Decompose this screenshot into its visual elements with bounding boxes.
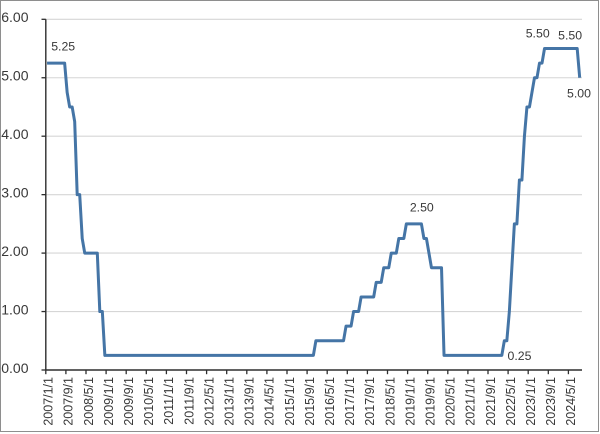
svg-text:2023/9/1: 2023/9/1 — [544, 377, 558, 426]
svg-text:6.00: 6.00 — [1, 9, 28, 25]
svg-text:2015/9/1: 2015/9/1 — [303, 377, 317, 426]
svg-text:5.50: 5.50 — [558, 29, 582, 43]
svg-text:2022/5/1: 2022/5/1 — [504, 377, 518, 426]
svg-text:2012/5/1: 2012/5/1 — [202, 377, 216, 426]
svg-text:2021/9/1: 2021/9/1 — [484, 377, 498, 426]
svg-text:0.25: 0.25 — [508, 349, 532, 363]
svg-text:2021/1/1: 2021/1/1 — [464, 377, 478, 426]
svg-text:2013/1/1: 2013/1/1 — [223, 377, 237, 426]
svg-text:2011/9/1: 2011/9/1 — [182, 377, 196, 425]
svg-text:2015/1/1: 2015/1/1 — [283, 377, 297, 426]
svg-text:2008/5/1: 2008/5/1 — [82, 377, 96, 426]
svg-text:2.00: 2.00 — [1, 243, 28, 259]
svg-text:4.00: 4.00 — [1, 126, 28, 142]
svg-text:2016/5/1: 2016/5/1 — [323, 377, 337, 426]
svg-text:2011/1/1: 2011/1/1 — [162, 377, 176, 425]
svg-text:2018/5/1: 2018/5/1 — [383, 377, 397, 426]
svg-text:2020/5/1: 2020/5/1 — [444, 377, 458, 426]
svg-text:2013/9/1: 2013/9/1 — [243, 377, 257, 426]
svg-text:5.50: 5.50 — [526, 27, 550, 41]
svg-text:2007/1/1: 2007/1/1 — [42, 377, 56, 426]
svg-text:2009/1/1: 2009/1/1 — [102, 377, 116, 426]
svg-text:2019/9/1: 2019/9/1 — [424, 377, 438, 426]
svg-text:2009/9/1: 2009/9/1 — [122, 377, 136, 426]
svg-text:2019/1/1: 2019/1/1 — [403, 377, 417, 426]
svg-text:2.50: 2.50 — [410, 200, 434, 214]
svg-text:2010/5/1: 2010/5/1 — [142, 377, 156, 426]
svg-text:2017/1/1: 2017/1/1 — [343, 377, 357, 426]
svg-text:2024/5/1: 2024/5/1 — [564, 377, 578, 426]
svg-text:2023/1/1: 2023/1/1 — [524, 377, 538, 426]
svg-text:2014/5/1: 2014/5/1 — [263, 377, 277, 426]
svg-text:2017/9/1: 2017/9/1 — [363, 377, 377, 426]
svg-text:0.00: 0.00 — [1, 360, 28, 376]
svg-text:2007/9/1: 2007/9/1 — [62, 377, 76, 426]
svg-text:1.00: 1.00 — [1, 301, 28, 317]
svg-text:5.00: 5.00 — [567, 87, 591, 101]
svg-text:5.25: 5.25 — [51, 40, 75, 54]
svg-text:3.00: 3.00 — [1, 185, 28, 201]
svg-text:5.00: 5.00 — [1, 68, 28, 84]
